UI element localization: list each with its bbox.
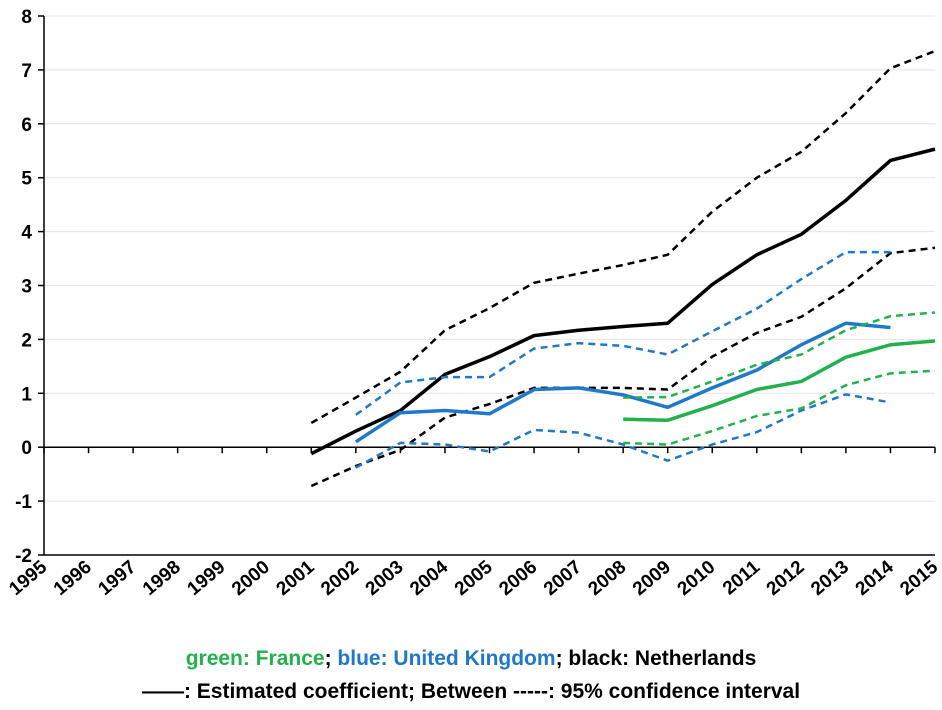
y-tick-label: 3 <box>21 277 32 298</box>
x-tick-label: 2003 <box>362 557 408 600</box>
x-tick-label: 2004 <box>406 556 452 600</box>
caption-part: ——: Estimated coefficient; Between -----… <box>142 680 800 703</box>
x-tick-label: 2007 <box>540 557 586 600</box>
x-tick-label: 2006 <box>495 557 541 600</box>
y-tick-label: -2 <box>15 546 32 567</box>
y-tick-label: -1 <box>15 492 32 513</box>
x-tick-label: 2011 <box>719 556 764 599</box>
x-tick-label: 2000 <box>228 557 274 600</box>
x-tick-label: 2008 <box>584 557 630 600</box>
x-tick-label: 2010 <box>674 557 720 600</box>
x-tick-label: 2012 <box>763 557 809 600</box>
caption-part: blue: United Kingdom <box>337 647 555 670</box>
y-tick-label: 2 <box>21 330 32 351</box>
y-tick-label: 5 <box>21 169 32 190</box>
y-tick-label: 8 <box>21 7 32 28</box>
series-line <box>623 311 936 399</box>
x-tick-label: 1996 <box>50 557 96 600</box>
series-line <box>310 49 936 425</box>
y-tick-label: 7 <box>21 61 32 82</box>
x-tick-label: 2014 <box>852 556 898 600</box>
y-tick-label: 0 <box>21 438 32 459</box>
x-tick-label: 2001 <box>273 556 319 600</box>
series-line <box>355 393 891 469</box>
caption-part: green: France <box>186 647 325 670</box>
x-tick-label: 2005 <box>451 556 497 600</box>
series-line <box>355 250 891 416</box>
caption: green: France; blue: United Kingdom; bla… <box>186 647 757 670</box>
x-tick-label: 1997 <box>94 557 140 600</box>
x-tick-label: 2002 <box>317 557 363 600</box>
y-tick-label: 1 <box>21 384 32 405</box>
x-tick-label: 1999 <box>184 557 230 600</box>
series-line <box>310 246 936 488</box>
series-line <box>623 369 936 446</box>
caption-part: ; <box>325 647 338 670</box>
caption-part: ; black: Netherlands <box>556 647 757 670</box>
series-line <box>354 321 891 444</box>
series-line <box>623 339 936 422</box>
caption: ——: Estimated coefficient; Between -----… <box>142 680 800 703</box>
x-tick-label: 2013 <box>807 557 853 600</box>
y-tick-label: 6 <box>21 115 32 136</box>
series-line <box>310 147 936 456</box>
x-tick-label: 2009 <box>629 557 675 600</box>
x-tick-label: 1998 <box>139 557 185 600</box>
y-tick-label: 4 <box>21 223 32 244</box>
x-tick-label: 2015 <box>896 556 942 600</box>
